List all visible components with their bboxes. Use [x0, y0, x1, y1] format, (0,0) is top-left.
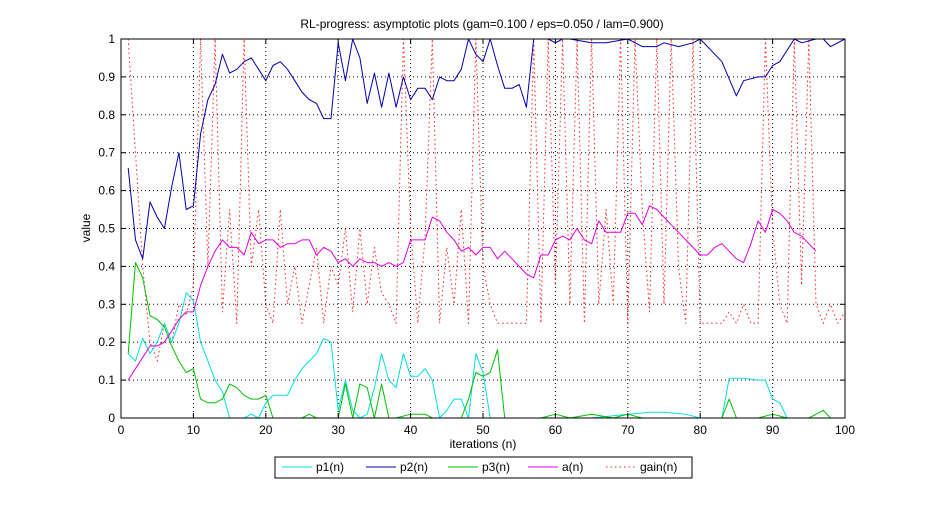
x-tick-label: 0: [118, 423, 125, 437]
legend-label: gain(n): [640, 460, 677, 474]
x-tick-label: 30: [332, 423, 346, 437]
y-tick-label: 0.2: [98, 335, 115, 349]
x-tick-label: 50: [476, 423, 490, 437]
legend-label: p1(n): [316, 460, 344, 474]
x-tick-label: 100: [835, 423, 855, 437]
x-tick-label: 40: [404, 423, 418, 437]
x-tick-label: 80: [694, 423, 708, 437]
y-tick-label: 0.3: [98, 297, 115, 311]
chart-title: RL-progress: asymptotic plots (gam=0.100…: [300, 17, 663, 31]
y-tick-label: 0.7: [98, 146, 115, 160]
legend-label: p2(n): [400, 460, 428, 474]
y-axis-label: value: [79, 213, 93, 242]
axis-ticks: 0 10 20 30 40 50 60 70 80 90 100 0 0.1 0.2 0.3 0.4 0.5 0.…: [98, 32, 855, 437]
legend: p1(n) p2(n) p3(n) a(n) gain(n): [274, 456, 693, 479]
series-line-gainn: [127, 38, 846, 362]
series-line-p1n: [127, 292, 845, 419]
y-tick-label: 0.5: [98, 222, 115, 236]
x-tick-label: 60: [549, 423, 563, 437]
legend-label: p3(n): [482, 460, 510, 474]
x-tick-label: 10: [187, 423, 201, 437]
y-tick-label: 0.1: [98, 373, 115, 387]
x-axis-label: iterations (n): [450, 437, 517, 451]
x-tick-label: 20: [259, 423, 273, 437]
y-tick-label: 0.8: [98, 108, 115, 122]
y-tick-label: 0: [108, 411, 115, 425]
x-tick-label: 70: [621, 423, 635, 437]
series-line-p2n: [127, 38, 846, 260]
y-tick-label: 1: [108, 32, 115, 46]
legend-label: a(n): [562, 460, 583, 474]
x-tick-label: 90: [766, 423, 780, 437]
y-tick-label: 0.6: [98, 184, 115, 198]
y-tick-label: 0.4: [98, 259, 115, 273]
legend-box: [274, 456, 693, 479]
y-tick-label: 0.9: [98, 70, 115, 84]
series-line-an: [127, 205, 817, 381]
